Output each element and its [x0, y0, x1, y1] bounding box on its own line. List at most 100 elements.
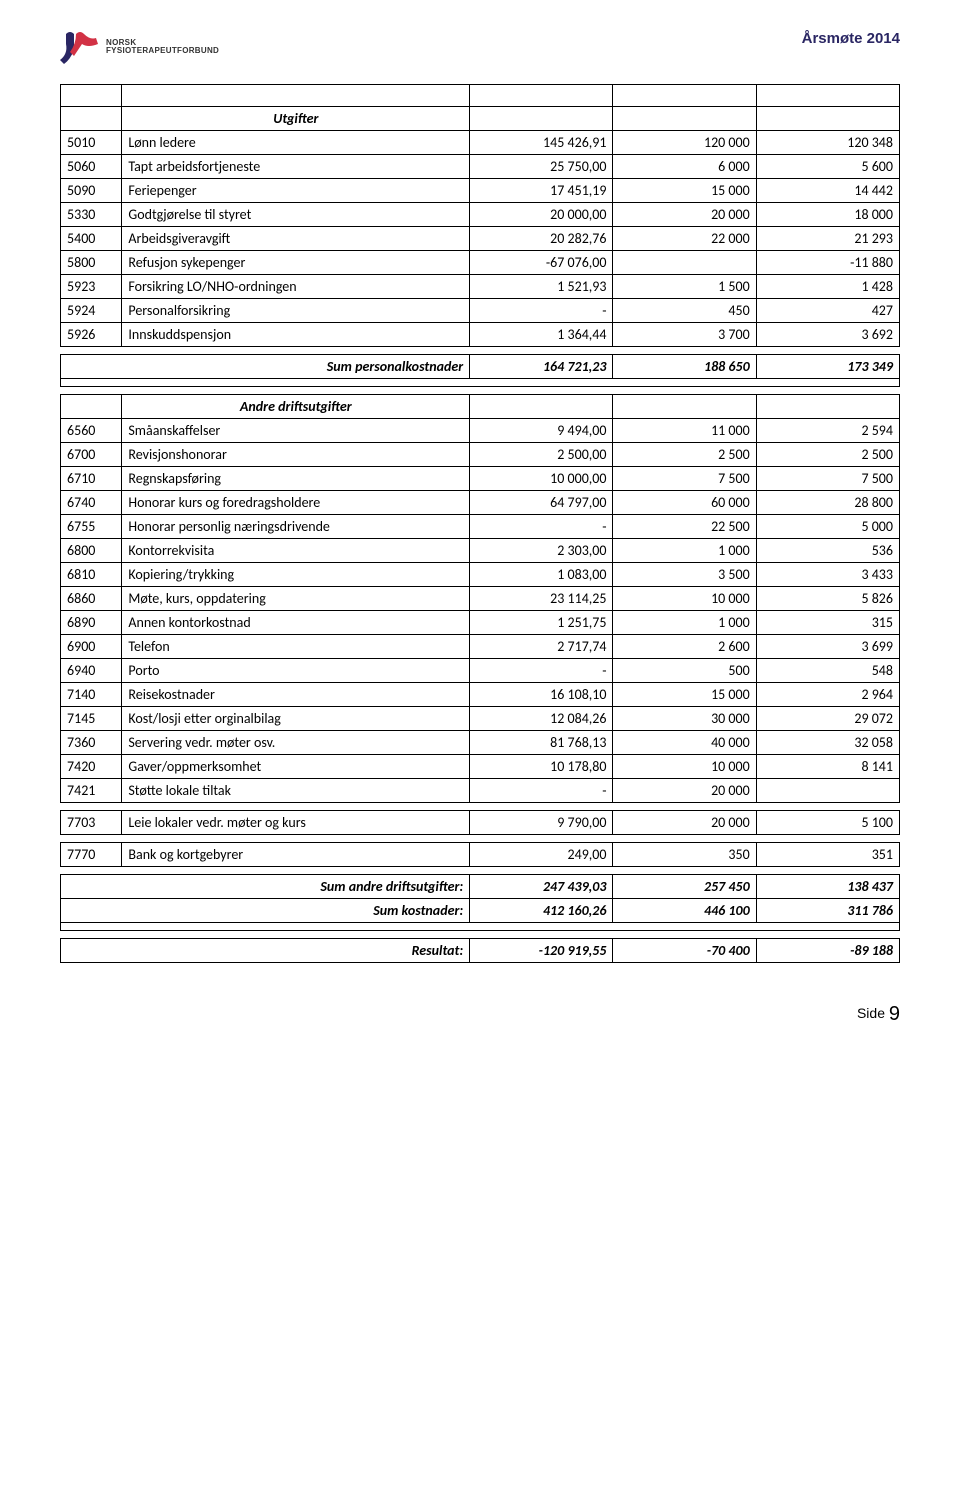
table-row: 6740Honorar kurs og foredragsholdere64 7…: [61, 491, 900, 515]
row-code: 5800: [61, 251, 122, 275]
row-c3: 536: [756, 539, 899, 563]
row-code: 5400: [61, 227, 122, 251]
resultat-label: Resultat:: [61, 939, 470, 963]
row-c1: -: [470, 659, 613, 683]
sum-kostnader-c2: 446 100: [613, 899, 756, 923]
sum-andre-c2: 257 450: [613, 875, 756, 899]
row-c2: 11 000: [613, 419, 756, 443]
table-row: 6900Telefon2 717,742 6003 699: [61, 635, 900, 659]
row-c2: 15 000: [613, 683, 756, 707]
row-c3: 427: [756, 299, 899, 323]
document-title: Årsmøte 2014: [802, 30, 900, 47]
row-c2: 30 000: [613, 707, 756, 731]
row-desc: Feriepenger: [122, 179, 470, 203]
table-row: 5924Personalforsikring-450427: [61, 299, 900, 323]
row-c2: 3 500: [613, 563, 756, 587]
row-code: 6890: [61, 611, 122, 635]
row-desc: Kopiering/trykking: [122, 563, 470, 587]
row-c1: -: [470, 779, 613, 803]
row-desc: Forsikring LO/NHO-ordningen: [122, 275, 470, 299]
row-c2: 120 000: [613, 131, 756, 155]
table-row: 5330Godtgjørelse til styret20 000,0020 0…: [61, 203, 900, 227]
section-andre-title: Andre driftsutgifter: [122, 395, 470, 419]
row-code: 7703: [61, 811, 122, 835]
table-row: 5923Forsikring LO/NHO-ordningen1 521,931…: [61, 275, 900, 299]
row-code: 7420: [61, 755, 122, 779]
row-c2: 500: [613, 659, 756, 683]
row-desc: Revisjonshonorar: [122, 443, 470, 467]
row-c1: 10 178,80: [470, 755, 613, 779]
row-code: 6900: [61, 635, 122, 659]
row-c1: 249,00: [470, 843, 613, 867]
row-c3: 18 000: [756, 203, 899, 227]
row-c3: 120 348: [756, 131, 899, 155]
table-row: 7140Reisekostnader16 108,1015 0002 964: [61, 683, 900, 707]
row-c3: 351: [756, 843, 899, 867]
row-code: 7145: [61, 707, 122, 731]
row-desc: Porto: [122, 659, 470, 683]
row-c3: 29 072: [756, 707, 899, 731]
table-row: 5400Arbeidsgiveravgift20 282,7622 00021 …: [61, 227, 900, 251]
table-row: 7421Støtte lokale tiltak-20 000: [61, 779, 900, 803]
row-c3: 32 058: [756, 731, 899, 755]
row-code: 6710: [61, 467, 122, 491]
row-desc: Refusjon sykepenger: [122, 251, 470, 275]
row-code: 6940: [61, 659, 122, 683]
row-desc: Honorar personlig næringsdrivende: [122, 515, 470, 539]
table-row: 7703Leie lokaler vedr. møter og kurs9 79…: [61, 811, 900, 835]
row-c1: 2 717,74: [470, 635, 613, 659]
row-c1: 20 000,00: [470, 203, 613, 227]
table-row: 7770Bank og kortgebyrer249,00350351: [61, 843, 900, 867]
row-desc: Kontorrekvisita: [122, 539, 470, 563]
row-code: 6755: [61, 515, 122, 539]
table-row: 6700Revisjonshonorar2 500,002 5002 500: [61, 443, 900, 467]
table-row: 7360Servering vedr. møter osv.81 768,134…: [61, 731, 900, 755]
row-code: 6810: [61, 563, 122, 587]
row-code: 7140: [61, 683, 122, 707]
row-code: 6800: [61, 539, 122, 563]
row-c3: 5 600: [756, 155, 899, 179]
row-desc: Honorar kurs og foredragsholdere: [122, 491, 470, 515]
sum-personalkostnader-c3: 173 349: [756, 355, 899, 379]
row-desc: Gaver/oppmerksomhet: [122, 755, 470, 779]
row-code: 5926: [61, 323, 122, 347]
row-c2: 22 000: [613, 227, 756, 251]
row-c1: 1 251,75: [470, 611, 613, 635]
row-c2: 20 000: [613, 811, 756, 835]
table-row: 5010Lønn ledere145 426,91120 000120 348: [61, 131, 900, 155]
table-row: 6810Kopiering/trykking1 083,003 5003 433: [61, 563, 900, 587]
row-c3: 14 442: [756, 179, 899, 203]
row-code: 5010: [61, 131, 122, 155]
row-c2: 3 700: [613, 323, 756, 347]
sum-andre-c3: 138 437: [756, 875, 899, 899]
row-c2: 22 500: [613, 515, 756, 539]
row-code: 5923: [61, 275, 122, 299]
sum-kostnader-c1: 412 160,26: [470, 899, 613, 923]
row-desc: Bank og kortgebyrer: [122, 843, 470, 867]
table-row: 7145Kost/losji etter orginalbilag12 084,…: [61, 707, 900, 731]
row-c2: 1 000: [613, 539, 756, 563]
row-c1: 81 768,13: [470, 731, 613, 755]
row-desc: Innskuddspensjon: [122, 323, 470, 347]
row-c3: 3 692: [756, 323, 899, 347]
sum-kostnader-label: Sum kostnader:: [61, 899, 470, 923]
row-desc: Kost/losji etter orginalbilag: [122, 707, 470, 731]
row-c1: 2 303,00: [470, 539, 613, 563]
row-c3: 5 100: [756, 811, 899, 835]
sum-andre-label: Sum andre driftsutgifter:: [61, 875, 470, 899]
row-code: 6860: [61, 587, 122, 611]
section-utgifter-title: Utgifter: [122, 107, 470, 131]
row-desc: Reisekostnader: [122, 683, 470, 707]
row-code: 6740: [61, 491, 122, 515]
page-header: NORSK FYSIOTERAPEUTFORBUND Årsmøte 2014: [60, 30, 900, 64]
row-c1: -: [470, 515, 613, 539]
sum-personalkostnader-c2: 188 650: [613, 355, 756, 379]
table-row: 6560Småanskaffelser9 494,0011 0002 594: [61, 419, 900, 443]
row-code: 6700: [61, 443, 122, 467]
row-desc: Tapt arbeidsfortjeneste: [122, 155, 470, 179]
row-c1: 145 426,91: [470, 131, 613, 155]
row-c2: 1 500: [613, 275, 756, 299]
row-c2: 10 000: [613, 587, 756, 611]
row-desc: Regnskapsføring: [122, 467, 470, 491]
row-c2: 7 500: [613, 467, 756, 491]
